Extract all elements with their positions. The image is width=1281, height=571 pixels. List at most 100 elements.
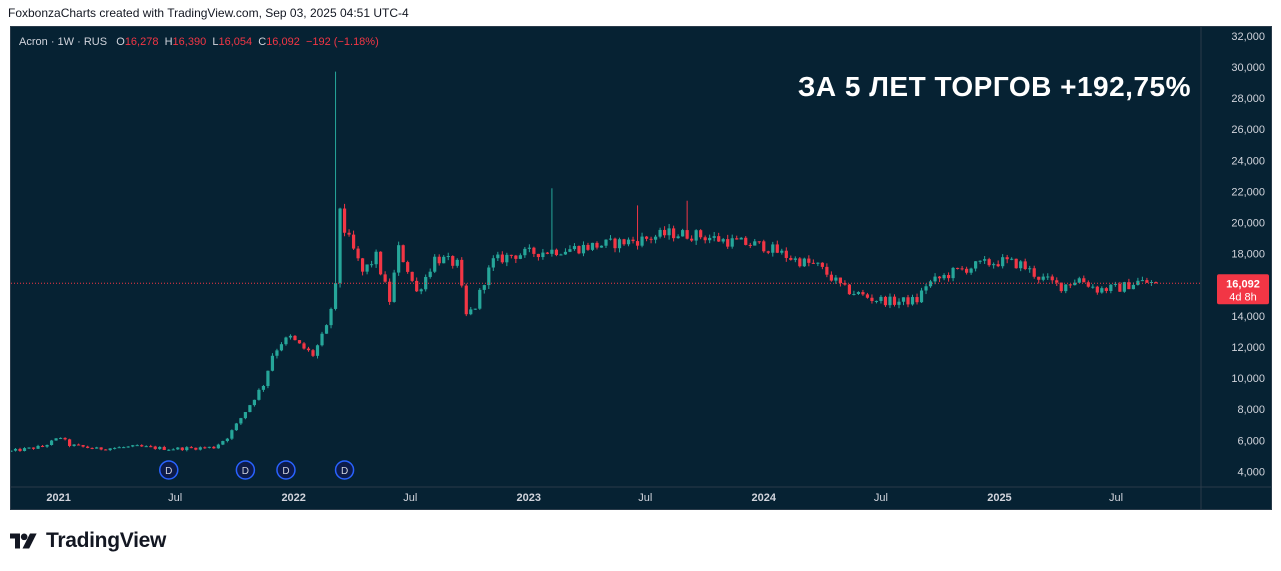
candle-body xyxy=(937,276,942,279)
candle-body xyxy=(721,239,725,242)
candle-body xyxy=(658,229,662,237)
symbol-legend: Acron · 1W · RUS O16,278 H16,390 L16,054… xyxy=(19,36,379,48)
candle-body xyxy=(11,450,13,452)
legend-low: 16,054 xyxy=(218,36,253,48)
candle-body xyxy=(266,370,270,386)
candle-body xyxy=(288,335,293,338)
chart-headline-annotation: ЗА 5 ЛЕТ ТОРГОВ +192,75% xyxy=(797,71,1191,102)
candle-body xyxy=(1068,284,1072,286)
candle-body xyxy=(694,230,698,241)
x-tick-label: Jul xyxy=(638,492,652,504)
dividend-marker-icon[interactable] xyxy=(235,460,256,480)
x-tick-label: 2025 xyxy=(987,492,1011,504)
candle-body xyxy=(379,251,383,275)
candle-body xyxy=(965,268,969,273)
candle-body xyxy=(117,447,121,449)
candle-body xyxy=(662,229,667,236)
legend-open-label: O xyxy=(116,36,125,48)
last-price-badge-countdown: 4d 8h xyxy=(1229,291,1257,303)
x-tick-label: Jul xyxy=(168,492,182,504)
candle-body xyxy=(360,258,365,272)
candle-body xyxy=(1005,257,1009,260)
candle-body xyxy=(753,241,757,246)
candle-body xyxy=(297,340,302,344)
candle-body xyxy=(1055,280,1059,283)
candle-body xyxy=(342,208,347,233)
candle-body xyxy=(1122,282,1126,292)
candle-body xyxy=(928,281,933,287)
candle-body xyxy=(126,446,130,448)
candle-body xyxy=(13,448,18,451)
candle-body xyxy=(793,258,797,260)
candle-body xyxy=(505,254,509,263)
candle-body xyxy=(72,444,76,446)
candle-body xyxy=(550,249,554,254)
candle-body xyxy=(243,412,247,419)
y-tick-label: 24,000 xyxy=(1231,155,1265,167)
dividend-marker-icon[interactable] xyxy=(276,460,296,480)
last-price-badge xyxy=(1217,274,1269,305)
candle-body xyxy=(563,251,568,255)
candle-body xyxy=(865,294,870,298)
candle-body xyxy=(681,230,685,237)
candle-body xyxy=(1028,268,1032,270)
tradingview-logo-icon xyxy=(10,533,37,549)
candle-body xyxy=(1082,278,1086,283)
legend-interval[interactable]: 1W xyxy=(57,36,75,48)
candle-body xyxy=(811,262,815,264)
candle-body xyxy=(279,344,284,351)
candle-body xyxy=(992,264,996,266)
dividend-marker-icon[interactable] xyxy=(334,460,355,480)
candle-body xyxy=(802,258,806,267)
candle-body xyxy=(883,296,888,306)
candle-body xyxy=(189,447,193,449)
candle-body xyxy=(410,271,414,281)
candle-body xyxy=(67,439,72,446)
candle-body xyxy=(401,245,405,263)
candle-body xyxy=(735,238,739,240)
tradingview-logo[interactable]: TradingView xyxy=(10,529,166,553)
price-chart[interactable]: 32,000 30,000 28,000 26,000 24,000 22,000 20,0… xyxy=(11,27,1272,510)
legend-symbol[interactable]: Acron xyxy=(19,36,48,48)
chart-panel[interactable]: 32,000 30,000 28,000 26,000 24,000 22,000 20,0… xyxy=(10,26,1272,510)
candle-body xyxy=(712,236,716,238)
candle-body xyxy=(1041,276,1045,280)
candle-body xyxy=(996,264,1000,267)
candle-body xyxy=(90,447,94,449)
candle-body xyxy=(225,438,229,442)
x-tick-label: 2024 xyxy=(752,492,777,504)
legend-high: 16,390 xyxy=(172,36,207,48)
legend-low-label: L xyxy=(212,36,219,48)
dividend-marker-icon[interactable] xyxy=(159,460,179,480)
candle-body xyxy=(108,448,112,451)
candle-body xyxy=(1032,268,1036,277)
candle-body xyxy=(870,297,874,302)
candle-body xyxy=(374,251,378,265)
candle-body xyxy=(54,438,58,441)
candle-body xyxy=(40,445,45,447)
candle-body xyxy=(460,259,464,286)
candle-body xyxy=(482,285,486,290)
candle-body xyxy=(577,246,581,254)
x-tick-label: 2022 xyxy=(281,492,305,504)
candle-body xyxy=(590,242,595,250)
candle-body xyxy=(775,244,779,253)
candle-body xyxy=(946,275,951,279)
candle-body xyxy=(1149,282,1154,284)
candle-body xyxy=(649,238,653,240)
candle-body xyxy=(626,239,631,245)
candle-body xyxy=(176,447,180,450)
candle-body xyxy=(388,281,392,302)
candle-body xyxy=(1145,280,1149,283)
candle-body xyxy=(861,292,865,295)
candle-body xyxy=(599,245,604,248)
candle-body xyxy=(978,260,982,262)
candle-body xyxy=(351,234,356,249)
candle-body xyxy=(496,254,500,259)
legend-change: −192 (−1.18%) xyxy=(305,36,379,48)
y-tick-label: 14,000 xyxy=(1231,311,1265,323)
candle-body xyxy=(829,274,833,281)
candle-body xyxy=(955,267,960,269)
candle-body xyxy=(81,445,85,447)
y-tick-label: 8,000 xyxy=(1237,404,1265,416)
